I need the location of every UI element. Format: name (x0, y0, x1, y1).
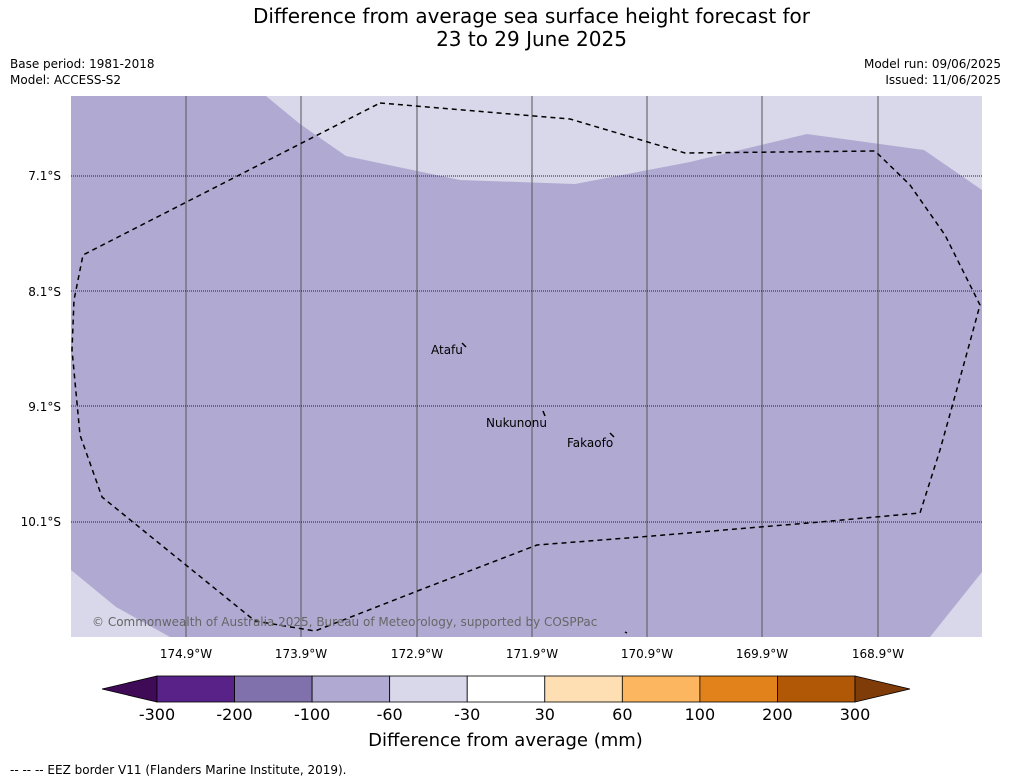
eez-border (71, 102, 981, 632)
colorbar-segment (311, 675, 391, 703)
colorbar-tick-label: -300 (138, 705, 176, 724)
colorbar-tick-label: 300 (839, 705, 871, 724)
title-line-1: Difference from average sea surface heig… (252, 4, 811, 28)
lat-label-8-1: 8.1°S (28, 285, 61, 299)
colorbar-segment (544, 675, 623, 703)
nukunonu-island-mark (542, 410, 546, 417)
lon-label-172-9: 172.9°W (390, 647, 444, 661)
place-fakaofo: Fakaofo (567, 436, 614, 450)
colorbar-segment (466, 675, 546, 703)
colorbar-tick-label: 30 (534, 705, 555, 724)
field-region-dominant (71, 96, 982, 637)
atafu-island-mark (461, 342, 467, 348)
lat-label-10-1: 10.1°S (20, 515, 61, 529)
lon-label-171-9: 171.9°W (505, 647, 559, 661)
colorbar-tick-label: -100 (293, 705, 331, 724)
colorbar-tick-label: 60 (612, 705, 633, 724)
meta-right: Model run: 09/06/2025 Issued: 11/06/2025 (864, 56, 1001, 88)
island-mark (624, 631, 628, 634)
colorbar (101, 675, 911, 703)
colorbar-tick-label: 200 (762, 705, 793, 724)
colorbar-title: Difference from average (mm) (368, 730, 643, 751)
lon-label-173-9: 173.9°W (274, 647, 328, 661)
model-run: Model run: 09/06/2025 (863, 57, 1001, 71)
colorbar-segment (156, 675, 235, 703)
colorbar-segment (234, 675, 313, 703)
lon-label-169-9: 169.9°W (735, 647, 789, 661)
fakaofo-island-mark (609, 432, 615, 438)
lat-label-7-1: 7.1°S (28, 169, 61, 183)
place-atafu: Atafu (431, 343, 463, 357)
base-period: Base period: 1981-2018 (10, 57, 155, 71)
model-name: Model: ACCESS-S2 (10, 73, 122, 87)
lon-label-170-9: 170.9°W (620, 647, 674, 661)
islands (461, 342, 628, 634)
longitude-lines (185, 96, 879, 637)
colorbar-segment (621, 675, 701, 703)
chart-title: Difference from average sea surface heig… (0, 5, 1011, 51)
colorbar-extend-low (101, 675, 158, 703)
title-line-2: 23 to 29 June 2025 (436, 27, 627, 51)
meta-left: Base period: 1981-2018 Model: ACCESS-S2 (10, 56, 155, 88)
colorbar-tick-label: -60 (376, 705, 403, 724)
colorbar-extend-high (854, 675, 911, 703)
colorbar-tick-label: -200 (216, 705, 253, 724)
place-nukunonu: Nukunonu (486, 416, 547, 430)
colorbar-segment (699, 675, 778, 703)
lat-label-9-1: 9.1°S (28, 400, 61, 414)
copyright-notice: © Commonwealth of Australia 2025, Bureau… (92, 615, 598, 629)
colorbar-segment (777, 675, 856, 703)
colorbar-tick-label: 100 (684, 705, 716, 724)
colorbar-tick-label: -30 (454, 705, 481, 724)
lon-label-174-9: 174.9°W (159, 647, 213, 661)
issued-date: Issued: 11/06/2025 (885, 73, 1001, 87)
footer-legend: -- -- -- EEZ border V11 (Flanders Marine… (10, 763, 347, 777)
lon-label-168-9: 168.9°W (851, 647, 905, 661)
colorbar-segment (389, 675, 468, 703)
